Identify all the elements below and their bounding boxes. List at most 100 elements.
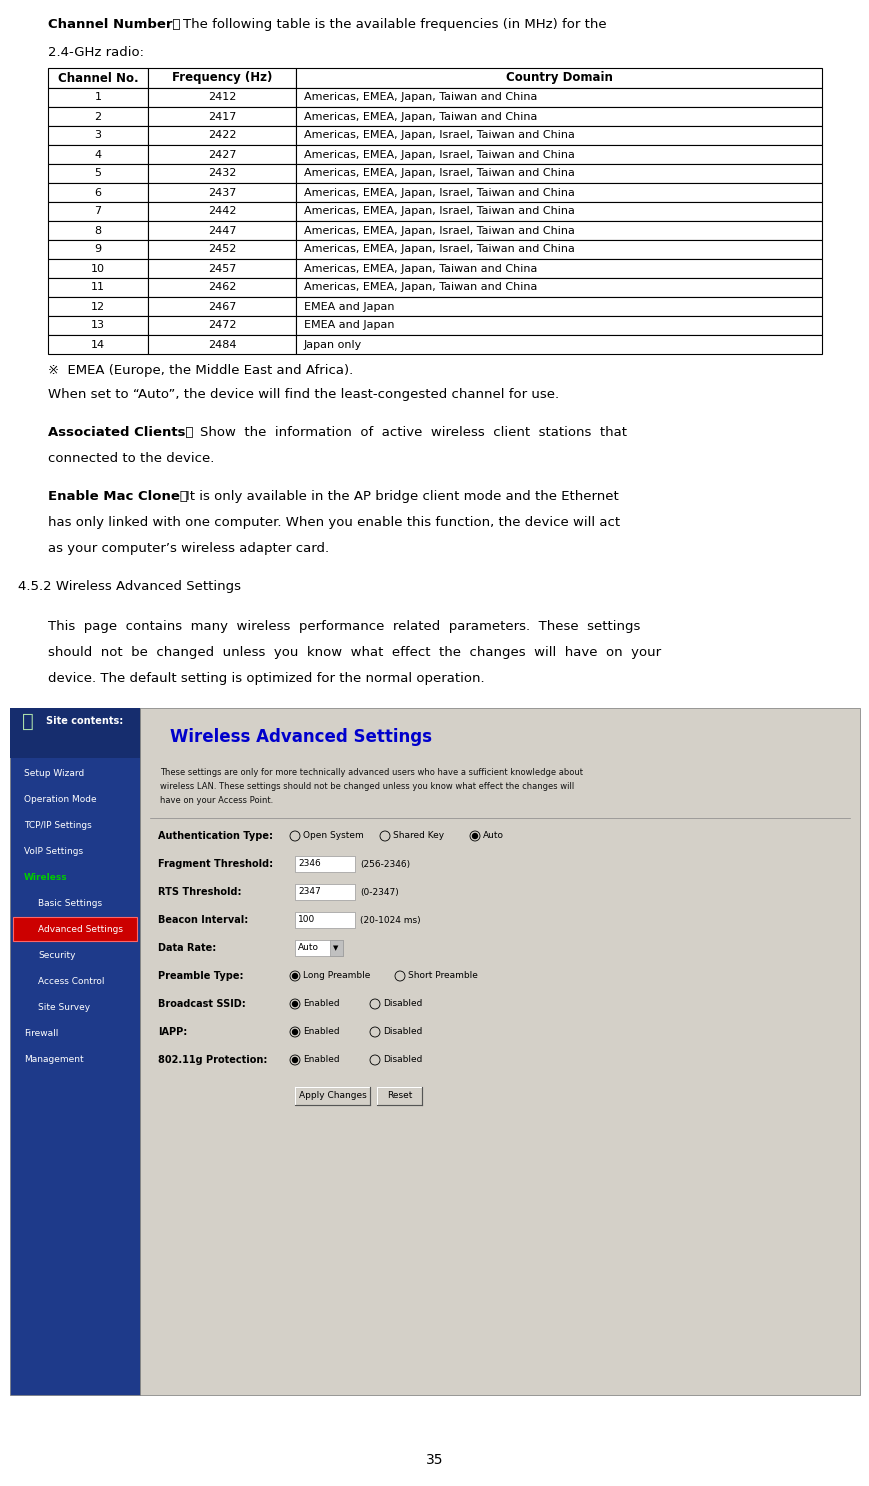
Bar xyxy=(295,88,821,107)
Bar xyxy=(148,297,295,317)
Text: Country Domain: Country Domain xyxy=(505,71,612,85)
Bar xyxy=(295,146,821,163)
Bar xyxy=(295,941,342,955)
Text: wireless LAN. These settings should not be changed unless you know what effect t: wireless LAN. These settings should not … xyxy=(160,782,574,791)
Bar xyxy=(295,297,821,317)
Text: Data Rate:: Data Rate: xyxy=(158,944,216,953)
Bar xyxy=(295,912,355,927)
Text: 2422: 2422 xyxy=(208,131,236,141)
Text: Access Control: Access Control xyxy=(38,976,104,985)
Text: 10: 10 xyxy=(91,263,105,273)
Bar xyxy=(329,941,342,955)
Text: 2437: 2437 xyxy=(208,187,235,198)
Text: 2467: 2467 xyxy=(208,302,235,312)
Bar xyxy=(148,334,295,354)
Bar xyxy=(148,68,295,88)
Text: should  not  be  changed  unless  you  know  what  effect  the  changes  will  h: should not be changed unless you know wh… xyxy=(48,646,660,658)
Text: 2427: 2427 xyxy=(208,150,236,159)
Text: Disabled: Disabled xyxy=(382,1055,421,1064)
Text: 35: 35 xyxy=(426,1453,443,1467)
Text: as your computer’s wireless adapter card.: as your computer’s wireless adapter card… xyxy=(48,542,328,554)
Bar xyxy=(148,221,295,241)
Bar xyxy=(48,88,148,107)
Bar xyxy=(295,126,821,146)
Text: Long Preamble: Long Preamble xyxy=(302,972,370,981)
Text: 100: 100 xyxy=(298,915,315,924)
Bar xyxy=(48,297,148,317)
Circle shape xyxy=(292,1030,297,1034)
Text: IAPP:: IAPP: xyxy=(158,1027,187,1037)
Text: 4: 4 xyxy=(95,150,102,159)
Text: Americas, EMEA, Japan, Israel, Taiwan and China: Americas, EMEA, Japan, Israel, Taiwan an… xyxy=(303,207,574,217)
Text: Disabled: Disabled xyxy=(382,1027,421,1037)
Text: (20-1024 ms): (20-1024 ms) xyxy=(360,915,420,924)
Text: Enabled: Enabled xyxy=(302,1055,339,1064)
Text: Fragment Threshold:: Fragment Threshold: xyxy=(158,859,273,869)
Circle shape xyxy=(292,1002,297,1006)
Bar xyxy=(295,202,821,221)
Text: Japan only: Japan only xyxy=(303,339,362,349)
Bar xyxy=(48,68,148,88)
Bar xyxy=(48,107,148,126)
Text: 2412: 2412 xyxy=(208,92,235,103)
Circle shape xyxy=(472,834,477,838)
Bar xyxy=(295,163,821,183)
Text: It is only available in the AP bridge client mode and the Ethernet: It is only available in the AP bridge cl… xyxy=(186,490,618,502)
Text: 2442: 2442 xyxy=(208,207,236,217)
Bar xyxy=(295,278,821,297)
Text: Beacon Interval:: Beacon Interval: xyxy=(158,915,248,924)
Bar xyxy=(48,241,148,259)
Text: Shared Key: Shared Key xyxy=(393,832,443,841)
Circle shape xyxy=(292,1058,297,1062)
Text: 2432: 2432 xyxy=(208,168,235,178)
Text: 2462: 2462 xyxy=(208,282,235,293)
Text: Americas, EMEA, Japan, Israel, Taiwan and China: Americas, EMEA, Japan, Israel, Taiwan an… xyxy=(303,245,574,254)
Text: Channel Number：: Channel Number： xyxy=(48,18,180,31)
Bar xyxy=(295,107,821,126)
Text: device. The default setting is optimized for the normal operation.: device. The default setting is optimized… xyxy=(48,672,484,685)
Text: 2484: 2484 xyxy=(208,339,236,349)
Bar xyxy=(140,707,859,1395)
Text: EMEA and Japan: EMEA and Japan xyxy=(303,302,394,312)
Text: EMEA and Japan: EMEA and Japan xyxy=(303,321,394,330)
Text: (0-2347): (0-2347) xyxy=(360,887,398,896)
Circle shape xyxy=(292,973,297,978)
Bar xyxy=(48,334,148,354)
Text: RTS Threshold:: RTS Threshold: xyxy=(158,887,242,898)
Text: 2: 2 xyxy=(95,111,102,122)
Bar xyxy=(148,107,295,126)
Text: Operation Mode: Operation Mode xyxy=(24,795,96,804)
Text: 2417: 2417 xyxy=(208,111,235,122)
Text: 5: 5 xyxy=(95,168,102,178)
Text: Open System: Open System xyxy=(302,832,363,841)
Text: Americas, EMEA, Japan, Israel, Taiwan and China: Americas, EMEA, Japan, Israel, Taiwan an… xyxy=(303,131,574,141)
Text: Wireless: Wireless xyxy=(24,872,68,881)
Text: Americas, EMEA, Japan, Israel, Taiwan and China: Americas, EMEA, Japan, Israel, Taiwan an… xyxy=(303,187,574,198)
Text: Firewall: Firewall xyxy=(24,1028,58,1037)
Bar xyxy=(295,1086,369,1106)
Bar xyxy=(48,221,148,241)
Text: Americas, EMEA, Japan, Israel, Taiwan and China: Americas, EMEA, Japan, Israel, Taiwan an… xyxy=(303,226,574,235)
Text: Americas, EMEA, Japan, Taiwan and China: Americas, EMEA, Japan, Taiwan and China xyxy=(303,92,537,103)
Text: Advanced Settings: Advanced Settings xyxy=(38,924,123,933)
Bar xyxy=(48,202,148,221)
Bar xyxy=(295,68,821,88)
Text: (256-2346): (256-2346) xyxy=(360,859,409,868)
Text: Security: Security xyxy=(38,951,76,960)
Text: 14: 14 xyxy=(91,339,105,349)
Text: Americas, EMEA, Japan, Israel, Taiwan and China: Americas, EMEA, Japan, Israel, Taiwan an… xyxy=(303,150,574,159)
Bar xyxy=(295,317,821,334)
Text: Reset: Reset xyxy=(387,1092,412,1101)
Text: 4.5.2 Wireless Advanced Settings: 4.5.2 Wireless Advanced Settings xyxy=(18,580,241,593)
Text: Preamble Type:: Preamble Type: xyxy=(158,970,243,981)
Text: connected to the device.: connected to the device. xyxy=(48,452,214,465)
Bar xyxy=(148,163,295,183)
Text: Enable Mac Clone：: Enable Mac Clone： xyxy=(48,490,188,502)
Text: Enabled: Enabled xyxy=(302,1027,339,1037)
Text: Americas, EMEA, Japan, Taiwan and China: Americas, EMEA, Japan, Taiwan and China xyxy=(303,111,537,122)
Text: Authentication Type:: Authentication Type: xyxy=(158,831,273,841)
Bar xyxy=(48,278,148,297)
Text: The following table is the available frequencies (in MHz) for the: The following table is the available fre… xyxy=(182,18,606,31)
Bar xyxy=(10,707,140,758)
Bar xyxy=(295,183,821,202)
